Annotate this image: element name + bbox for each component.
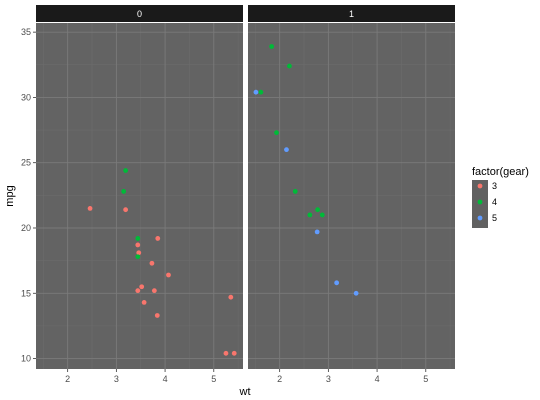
x-tick-label: 4 [375, 374, 380, 384]
point-gear-4 [274, 130, 279, 136]
y-tick-label: 10 [21, 354, 31, 364]
facet-panel-0: 0 2 3 4 5 [36, 5, 243, 384]
point-gear-5 [314, 229, 320, 235]
point-gear-3 [139, 284, 145, 290]
point-gear-4 [319, 212, 325, 218]
x-tick-label: 2 [277, 374, 282, 384]
x-tick-label: 2 [65, 374, 70, 384]
point-gear-3 [136, 250, 142, 256]
point-gear-4 [307, 212, 313, 218]
legend-key-5 [477, 215, 483, 221]
y-tick-label: 15 [21, 288, 31, 298]
panel-background [248, 23, 455, 369]
point-gear-3 [231, 350, 237, 356]
legend-label-5: 5 [492, 213, 497, 223]
point-gear-3 [141, 300, 147, 305]
legend-label-4: 4 [492, 197, 497, 207]
x-tick-label: 3 [114, 374, 119, 384]
y-tick-label: 25 [21, 158, 31, 168]
y-tick-label: 30 [21, 92, 31, 102]
y-axis: 10 15 20 25 30 35 [21, 27, 36, 364]
point-gear-4 [269, 44, 275, 49]
point-gear-3 [223, 350, 229, 356]
y-tick-label: 35 [21, 27, 31, 37]
point-gear-4 [258, 89, 264, 95]
legend: factor(gear) 3 4 5 [472, 166, 529, 228]
point-gear-5 [253, 89, 259, 95]
y-tick-label: 20 [21, 223, 31, 233]
point-gear-3 [228, 294, 234, 300]
legend-key-3 [477, 183, 483, 189]
legend-key-4 [477, 199, 483, 205]
point-gear-4 [135, 236, 141, 241]
point-gear-3 [154, 313, 160, 318]
point-gear-4 [123, 168, 129, 173]
point-gear-5 [284, 147, 289, 153]
y-axis-title: mpg [4, 185, 16, 206]
facet-strip [248, 5, 455, 22]
point-gear-5 [353, 290, 359, 296]
x-tick-label: 4 [163, 374, 168, 384]
panel-background [36, 23, 243, 369]
facet-panel-1: 1 2 3 4 5 [248, 5, 455, 384]
legend-title: factor(gear) [472, 166, 529, 178]
point-gear-3 [123, 207, 129, 213]
facet-panels: 0 2 3 4 5 1 2 3 4 5 [36, 5, 455, 384]
x-axis-title: wt [239, 386, 251, 398]
point-gear-4 [292, 189, 298, 194]
x-tick-label: 3 [326, 374, 331, 384]
point-gear-3 [135, 288, 141, 294]
point-gear-3 [155, 236, 161, 241]
point-gear-4 [287, 63, 292, 69]
point-gear-4 [315, 207, 321, 213]
legend-label-3: 3 [492, 181, 497, 191]
point-gear-3 [87, 206, 93, 211]
point-gear-3 [166, 272, 171, 278]
point-gear-5 [334, 280, 340, 286]
point-gear-4 [121, 189, 127, 194]
point-gear-3 [135, 242, 141, 248]
x-tick-label: 5 [423, 374, 428, 384]
facet-strip-label: 1 [349, 9, 354, 19]
point-gear-3 [151, 288, 157, 294]
point-gear-4 [135, 254, 141, 260]
x-tick-label: 5 [211, 374, 216, 384]
facet-strip [36, 5, 243, 22]
facet-strip-label: 0 [137, 9, 142, 19]
point-gear-3 [149, 260, 155, 266]
